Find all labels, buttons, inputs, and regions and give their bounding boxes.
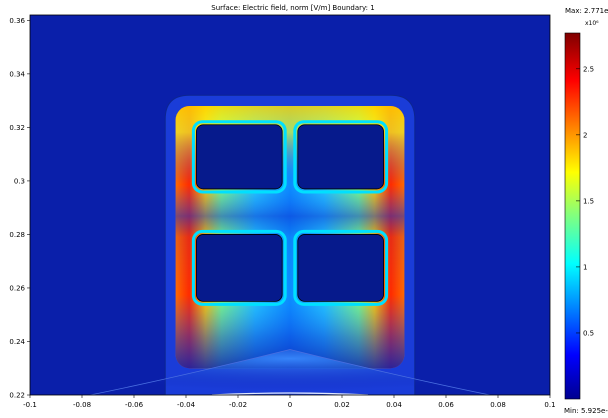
- colorbar-scale: [564, 32, 581, 400]
- bottom-boundary: [89, 349, 491, 395]
- window-4: [297, 234, 384, 302]
- x-tick-label: -0.1: [23, 401, 37, 409]
- window-1: [195, 124, 283, 190]
- y-tick-label: 0.24: [9, 338, 25, 346]
- colorbar-tick-label: 2.5: [583, 65, 594, 73]
- x-tick-label: -0.06: [125, 401, 144, 409]
- y-tick-label: 0.34: [9, 70, 25, 78]
- window-edge-4: [293, 229, 389, 306]
- y-tick-label: 0.28: [9, 231, 25, 239]
- window-edge-2: [293, 120, 389, 194]
- x-tick-label: 0.08: [490, 401, 506, 409]
- x-tick-label: 0.04: [386, 401, 402, 409]
- colorbar-exponent-label: x10⁶: [585, 20, 599, 27]
- colorbar-tick-label: 0.5: [583, 329, 594, 337]
- y-tick-label: 0.36: [9, 17, 25, 25]
- x-tick-label: -0.02: [229, 401, 247, 409]
- bottom-arc: [211, 392, 369, 395]
- colorbar-max-label: Max: 2.771e6: [565, 7, 608, 15]
- chart-title: Surface: Electric field, norm [V/m] Boun…: [211, 4, 374, 12]
- x-axis: -0.1 -0.08 -0.06 -0.04 -0.02 0 0.02 0.04 0.06 0.0…: [23, 395, 556, 409]
- y-axis: 0.36 0.34 0.32 0.3 0.28 0.26 0.24 0.22: [9, 17, 30, 400]
- window-2: [297, 124, 384, 190]
- window-edge-1: [191, 120, 287, 194]
- colorbar-min-label: Min: 5.925e-4: [564, 407, 608, 415]
- colorbar-tick-label: 1.5: [583, 197, 594, 205]
- colorbar-tick-label: 1: [583, 263, 587, 271]
- window-3: [195, 234, 283, 302]
- colorbar-tick-label: 2: [583, 131, 587, 139]
- x-tick-label: 0.1: [544, 401, 555, 409]
- x-tick-label: -0.04: [177, 401, 196, 409]
- plot-area: [30, 15, 550, 395]
- y-tick-label: 0.32: [9, 124, 25, 132]
- x-tick-label: 0.02: [334, 401, 350, 409]
- x-tick-label: 0: [288, 401, 292, 409]
- y-tick-label: 0.3: [14, 177, 25, 185]
- y-tick-label: 0.22: [9, 392, 25, 400]
- window-edge-3: [191, 229, 287, 306]
- x-tick-label: -0.08: [73, 401, 91, 409]
- y-tick-label: 0.26: [9, 284, 25, 292]
- x-tick-label: 0.06: [438, 401, 454, 409]
- colorbar: Max: 2.771e6 x10⁶ Min: 5.925e-4 2.5 2 1.5 1…: [564, 7, 608, 415]
